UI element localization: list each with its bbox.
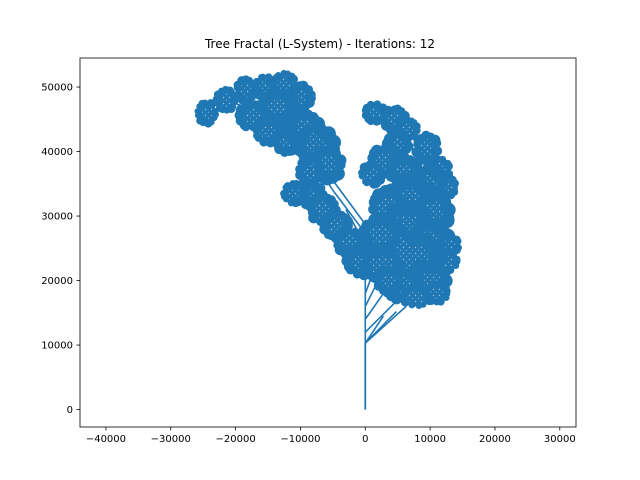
y-tick-label: 50000	[41, 83, 73, 94]
y-tick-label: 20000	[41, 276, 73, 287]
x-axis: −40000 −30000 −20000 −10000 0 10000 20000 30000	[86, 427, 576, 445]
y-tick-label: 0	[67, 405, 73, 416]
tree-branch	[364, 315, 385, 344]
axes-frame	[79, 57, 577, 428]
tree-foliage	[194, 69, 462, 310]
foliage-cluster	[371, 265, 404, 296]
foliage-cluster	[358, 159, 386, 189]
foliage-cluster	[422, 281, 451, 306]
x-tick-label: −30000	[151, 434, 191, 445]
y-tick-label: 30000	[41, 212, 73, 223]
x-tick-label: 20000	[479, 434, 511, 445]
x-tick-label: 0	[362, 434, 368, 445]
foliage-cluster	[233, 75, 258, 105]
plot-area	[194, 69, 462, 410]
x-tick-label: −20000	[216, 434, 256, 445]
x-tick-label: 10000	[414, 434, 446, 445]
y-tick-label: 40000	[41, 147, 73, 158]
chart-title: Tree Fractal (L-System) - Iterations: 12	[204, 37, 435, 51]
foliage-cluster	[194, 99, 219, 128]
y-tick-label: 10000	[41, 341, 73, 352]
tree-branch	[364, 310, 397, 344]
x-tick-label: −40000	[86, 434, 126, 445]
y-axis: 0 10000 20000 30000 40000 50000	[41, 83, 80, 416]
x-tick-label: 30000	[544, 434, 576, 445]
foliage-cluster	[295, 155, 327, 187]
x-tick-label: −10000	[280, 434, 320, 445]
